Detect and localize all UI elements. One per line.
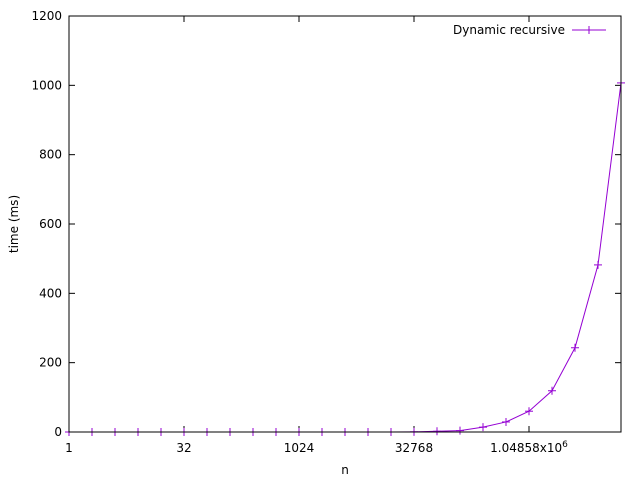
x-tick-label-exponent: 6 xyxy=(562,440,568,450)
series-line xyxy=(69,82,622,433)
x-tick-label: 1 xyxy=(65,441,73,455)
data-point xyxy=(502,417,510,426)
plot-frame xyxy=(68,15,622,433)
ticks-layer xyxy=(68,15,621,433)
y-tick-label: 0 xyxy=(54,425,62,439)
x-axis-label: n xyxy=(341,463,349,477)
tick-labels-layer: 1 32 1024 32768 1.04858x106 0 200 400 600 800 1000… xyxy=(31,9,568,455)
data-point xyxy=(571,343,579,352)
y-tick-label: 1000 xyxy=(31,78,62,92)
legend-label: Dynamic recursive xyxy=(453,23,565,37)
x-tick-label: 32 xyxy=(176,441,191,455)
series-layer xyxy=(65,78,625,436)
y-tick-label: 400 xyxy=(39,286,62,300)
data-point xyxy=(594,260,602,269)
x-tick-label: 1024 xyxy=(284,441,315,455)
x-tick-label: 1.04858x106 xyxy=(490,440,568,455)
x-tick-label: 32768 xyxy=(395,441,433,455)
data-point xyxy=(433,427,441,436)
legend-marker xyxy=(585,26,593,34)
y-tick-label: 1200 xyxy=(31,9,62,23)
data-point xyxy=(479,423,487,432)
legend: Dynamic recursive xyxy=(453,23,606,37)
y-tick-label: 600 xyxy=(39,217,62,231)
data-point xyxy=(525,407,533,416)
y-tick-label: 800 xyxy=(39,148,62,162)
data-point xyxy=(456,426,464,435)
y-axis-label: time (ms) xyxy=(7,195,21,253)
data-point xyxy=(548,386,556,395)
y-tick-label: 200 xyxy=(39,356,62,370)
